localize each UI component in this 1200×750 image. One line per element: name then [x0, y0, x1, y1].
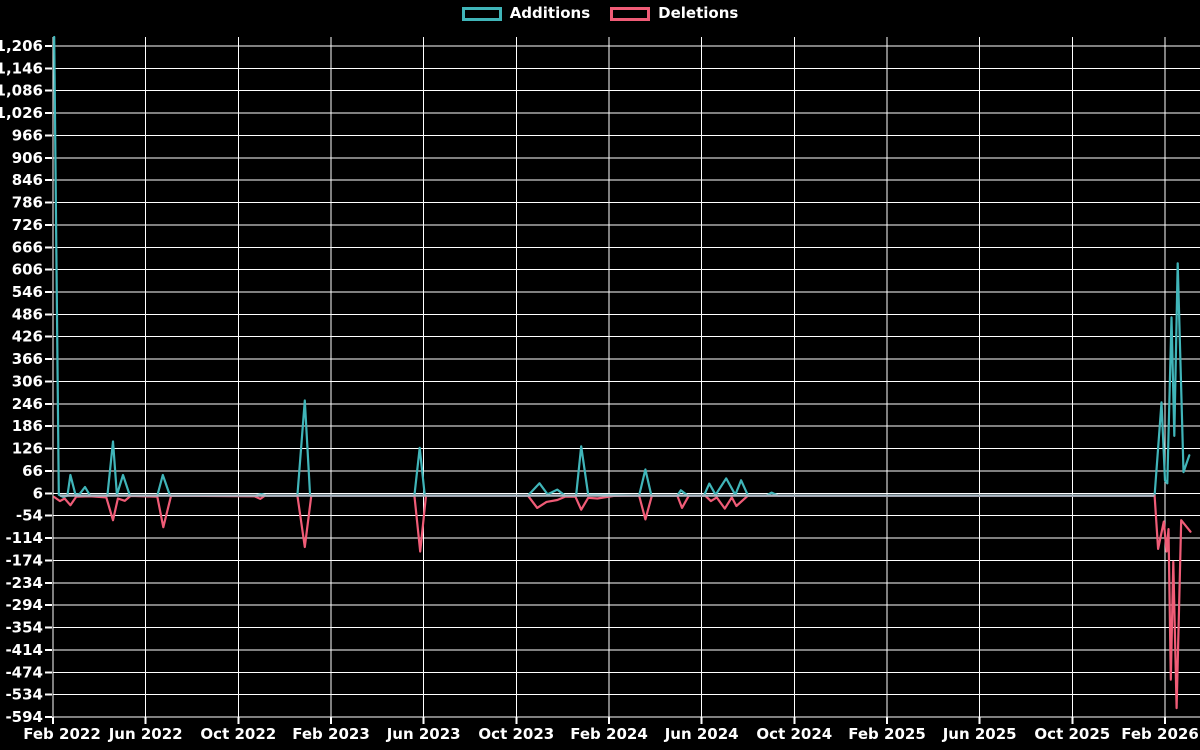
y-tick-label: 66	[22, 462, 43, 480]
y-tick-label: 1,086	[0, 82, 43, 100]
y-tick-label: -234	[5, 574, 43, 592]
y-tick-label: -414	[5, 641, 43, 659]
x-tick-label: Jun 2025	[942, 725, 1017, 743]
chart-legend: Additions Deletions	[0, 6, 1200, 21]
y-tick-label: -114	[5, 529, 43, 547]
y-tick-label: -474	[5, 663, 43, 681]
x-tick-label: Jun 2022	[108, 725, 183, 743]
y-tick-label: 846	[12, 171, 43, 189]
deletions-line	[53, 494, 1192, 710]
y-tick-label: 1,026	[0, 104, 43, 122]
y-tick-label: -54	[16, 507, 43, 525]
x-tick-label: Jun 2024	[664, 725, 739, 743]
y-tick-label: -594	[5, 708, 43, 726]
x-tick-label: Oct 2023	[478, 725, 554, 743]
x-tick-label: Oct 2024	[756, 725, 832, 743]
y-tick-label: 546	[12, 283, 43, 301]
x-tick-label: Feb 2026	[1121, 725, 1199, 743]
additions-swatch-icon	[461, 6, 502, 21]
y-tick-label: -354	[5, 619, 43, 637]
y-tick-label: 666	[12, 238, 43, 256]
y-tick-label: -534	[5, 686, 43, 704]
x-tick-label: Feb 2025	[848, 725, 926, 743]
y-tick-label: 606	[12, 261, 43, 279]
y-tick-label: 486	[12, 305, 43, 323]
legend-label-additions: Additions	[509, 4, 591, 22]
legend-item-additions[interactable]: Additions	[461, 4, 591, 22]
x-tick-label: Feb 2023	[292, 725, 370, 743]
y-tick-label: 426	[12, 328, 43, 346]
x-tick-label: Feb 2022	[23, 725, 101, 743]
y-tick-label: 306	[12, 372, 43, 390]
y-tick-label: -174	[5, 551, 43, 569]
legend-label-deletions: Deletions	[658, 4, 739, 22]
y-tick-label: 1,206	[0, 37, 43, 55]
x-tick-label: Feb 2024	[570, 725, 648, 743]
y-tick-label: 966	[12, 126, 43, 144]
x-tick-label: Oct 2025	[1034, 725, 1110, 743]
x-tick-label: Oct 2022	[200, 725, 276, 743]
deletions-swatch-icon	[610, 6, 651, 21]
y-tick-label: 366	[12, 350, 43, 368]
y-tick-label: 186	[12, 417, 43, 435]
y-tick-label: -294	[5, 596, 43, 614]
y-tick-label: 1,146	[0, 59, 43, 77]
legend-item-deletions[interactable]: Deletions	[610, 6, 738, 21]
y-tick-label: 726	[12, 216, 43, 234]
y-tick-label: 246	[12, 395, 43, 413]
y-tick-label: 906	[12, 149, 43, 167]
y-tick-label: 786	[12, 194, 43, 212]
y-tick-label: 6	[33, 484, 43, 502]
y-tick-label: 126	[12, 440, 43, 458]
additions-line	[53, 35, 1191, 499]
x-tick-label: Jun 2023	[386, 725, 461, 743]
